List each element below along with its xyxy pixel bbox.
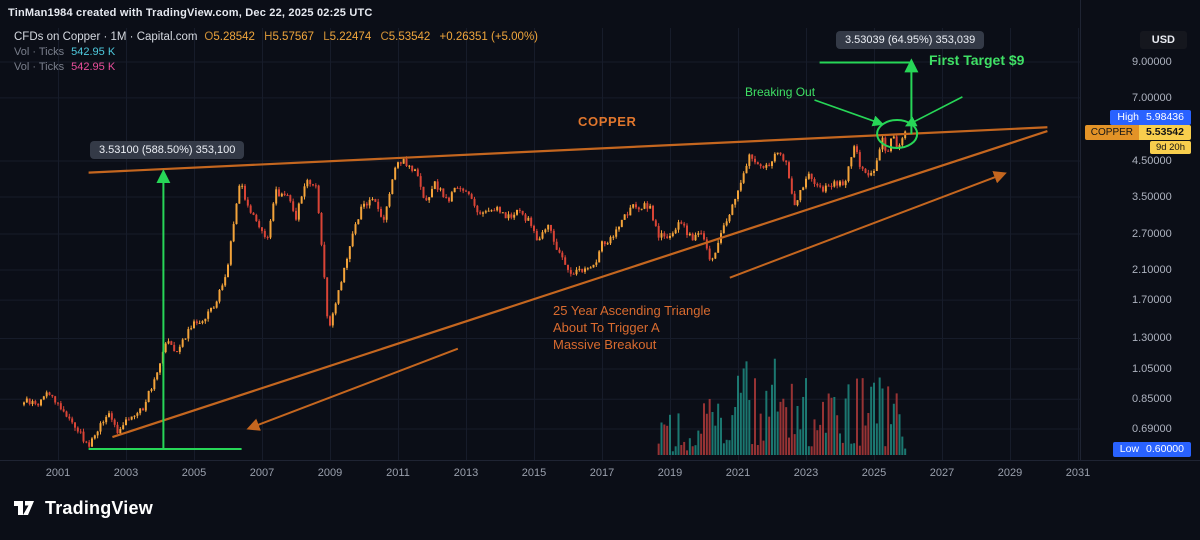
price-tick: 3.50000 <box>1132 190 1172 203</box>
time-tick: 2017 <box>589 467 615 479</box>
price-tick: 0.85000 <box>1132 393 1172 406</box>
high-value: H5.57567 <box>264 31 315 43</box>
arrow-support-direction-right <box>729 171 1007 279</box>
time-tick: 2027 <box>929 467 955 479</box>
trendline-triangle-lower <box>112 130 1048 439</box>
trendline-drawings[interactable] <box>88 126 1048 439</box>
triangle-note-line: Massive Breakout <box>553 337 657 352</box>
price-scale[interactable]: 9.00000 7.00000 4.50000 3.50000 2.70000 2.100… <box>1080 0 1200 460</box>
footer: TradingView <box>12 496 153 520</box>
arrow-breaking-out-pointer <box>814 99 884 127</box>
volume-label: Vol · Ticks <box>14 46 65 58</box>
open-value: O5.28542 <box>204 31 255 43</box>
time-tick: 2015 <box>521 467 547 479</box>
grid-lines <box>0 0 1200 461</box>
left-measure-label[interactable]: 3.53100 (588.50%) 353,100 <box>90 141 245 159</box>
volume-indicator-row-1[interactable]: Vol · Ticks 542.95 K <box>14 46 544 61</box>
symbol-badge-label: COPPER <box>1084 125 1140 141</box>
right-measure-label[interactable]: 3.53039 (64.95%) 353,039 <box>836 31 985 49</box>
triangle-note-line: About To Trigger A <box>553 320 660 335</box>
time-tick: 2003 <box>113 467 139 479</box>
triangle-note[interactable]: 25 Year Ascending Triangle About To Trig… <box>553 302 711 353</box>
arrow-support-direction-left <box>246 347 459 431</box>
breaking-out-label[interactable]: Breaking Out <box>745 85 816 99</box>
time-tick: 2023 <box>793 467 819 479</box>
high-badge-label: High <box>1117 111 1140 124</box>
price-tick: 4.50000 <box>1132 155 1172 168</box>
low-badge-value: 0.60000 <box>1146 442 1184 455</box>
price-tick: 1.05000 <box>1132 363 1172 375</box>
green-drawings[interactable] <box>88 58 963 450</box>
volume-indicator-row-2[interactable]: Vol · Ticks 542.95 K <box>14 61 544 76</box>
close-value: C5.53542 <box>380 31 431 43</box>
symbol-title[interactable]: CFDs on Copper · 1M · Capital.com <box>14 31 198 43</box>
tradingview-wordmark[interactable]: TradingView <box>45 497 153 518</box>
change-value: +0.26351 (+5.00%) <box>439 31 538 43</box>
volume-series <box>657 358 907 455</box>
price-tick: 0.69000 <box>1132 423 1172 435</box>
candlestick-series[interactable] <box>23 130 907 449</box>
triangle-note-line: 25 Year Ascending Triangle <box>553 303 711 318</box>
currency-button[interactable]: USD <box>1139 31 1187 49</box>
time-tick: 2021 <box>725 467 751 479</box>
time-tick: 2001 <box>45 467 71 479</box>
time-tick: 2005 <box>181 467 207 479</box>
price-tick: 9.00000 <box>1132 56 1172 68</box>
symbol-price-badge: COPPER 5.53542 <box>1084 125 1191 141</box>
low-price-badge: Low 0.60000 <box>1112 441 1191 457</box>
low-value: L5.22474 <box>323 31 372 43</box>
price-tick: 2.10000 <box>1132 263 1172 276</box>
price-tick: 7.00000 <box>1132 91 1172 104</box>
copper-trendline-label[interactable]: COPPER <box>578 114 637 129</box>
tradingview-logo-icon[interactable] <box>12 496 36 520</box>
time-tick: 2011 <box>386 467 410 479</box>
time-tick: 2009 <box>317 467 343 479</box>
price-tick: 2.70000 <box>1132 228 1172 241</box>
time-tick: 2031 <box>1065 467 1091 479</box>
volume-label: Vol · Ticks <box>14 61 65 73</box>
symbol-badge-value: 5.53542 <box>1139 125 1191 141</box>
price-tick: 1.70000 <box>1132 294 1172 307</box>
low-badge-label: Low <box>1119 442 1140 455</box>
first-target-label[interactable]: First Target $9 <box>929 52 1025 68</box>
time-tick: 2029 <box>997 467 1023 479</box>
price-tick: 1.30000 <box>1132 332 1172 345</box>
time-axis[interactable]: 2001 2003 2005 2007 2009 2011 2013 2015 2017 2019… <box>0 460 1200 490</box>
countdown-badge: 9d 20h <box>1149 141 1191 155</box>
breakout-circle <box>876 118 919 149</box>
time-tick: 2019 <box>657 467 683 479</box>
trendline-triangle-upper <box>88 126 1048 174</box>
time-tick: 2007 <box>249 467 275 479</box>
attribution-bar: TinMan1984 created with TradingView.com,… <box>8 7 373 19</box>
volume-value: 542.95 K <box>71 46 116 58</box>
chart-legend: CFDs on Copper · 1M · Capital.com O5.285… <box>14 31 544 76</box>
high-price-badge: High 5.98436 <box>1110 110 1191 126</box>
high-badge-value: 5.98436 <box>1146 111 1184 124</box>
time-tick: 2025 <box>861 467 887 479</box>
ohlc-values: O5.28542 H5.57567 L5.22474 C5.53542 +0.2… <box>204 31 544 43</box>
time-tick: 2013 <box>453 467 479 479</box>
arrow-first-target-pointer <box>905 96 963 127</box>
volume-value: 542.95 K <box>71 61 116 73</box>
attribution-text: TinMan1984 created with TradingView.com,… <box>8 7 373 19</box>
